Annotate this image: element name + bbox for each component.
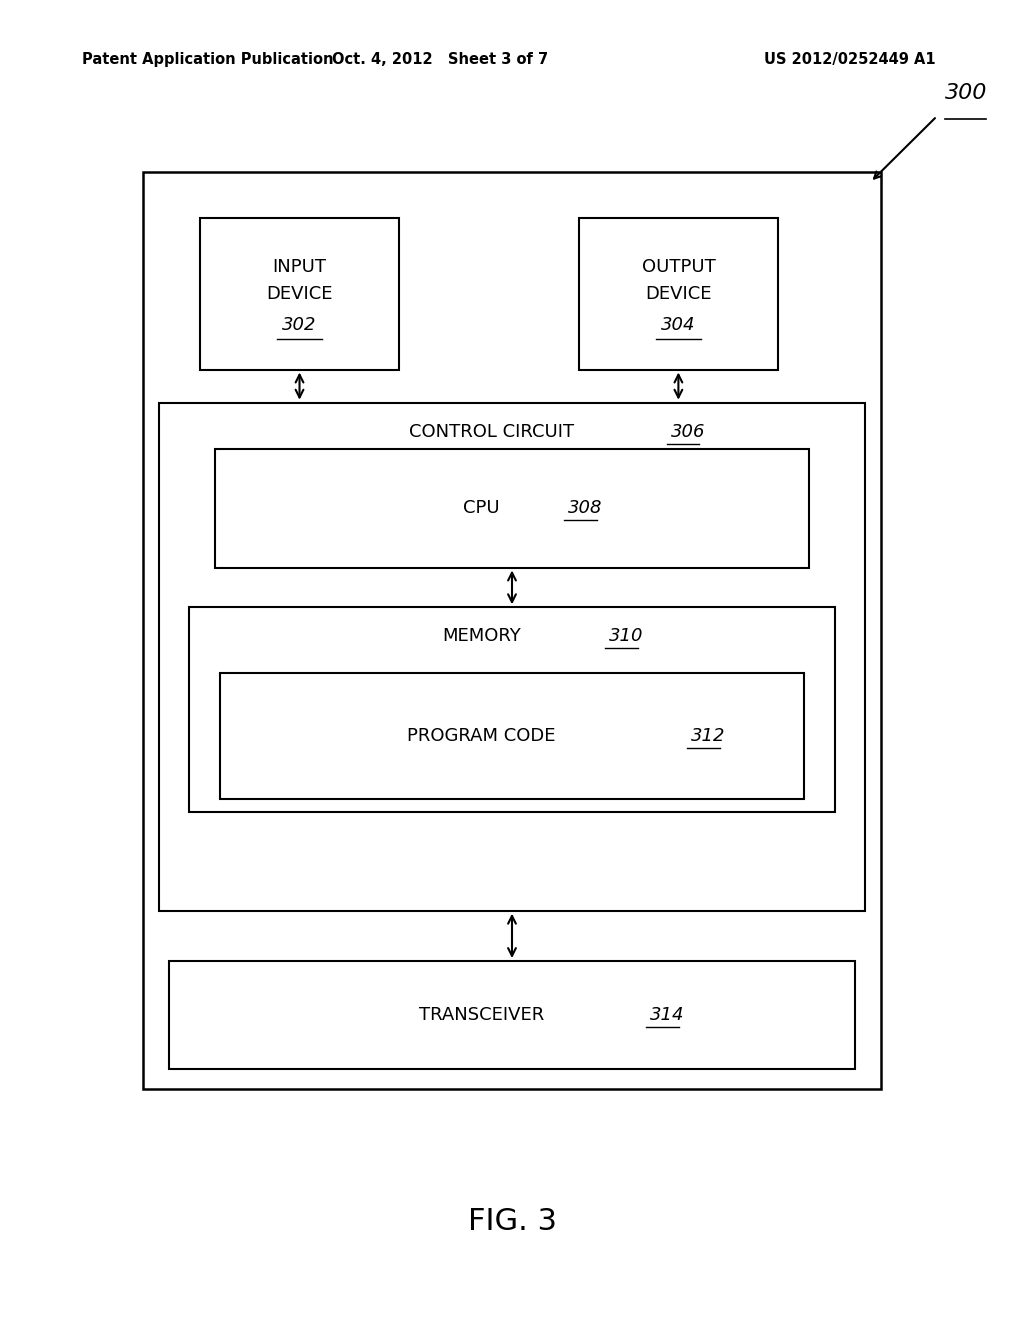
Bar xyxy=(215,449,809,568)
Bar xyxy=(189,607,835,812)
Text: CPU: CPU xyxy=(463,499,500,517)
Text: DEVICE: DEVICE xyxy=(266,285,333,302)
Text: MEMORY: MEMORY xyxy=(442,627,520,645)
Bar xyxy=(220,673,804,799)
Text: 306: 306 xyxy=(671,422,706,441)
Text: INPUT: INPUT xyxy=(272,259,327,276)
Text: PROGRAM CODE: PROGRAM CODE xyxy=(407,727,556,744)
Text: CONTROL CIRCUIT: CONTROL CIRCUIT xyxy=(409,422,574,441)
Bar xyxy=(159,403,865,911)
Bar xyxy=(143,172,881,1089)
Text: US 2012/0252449 A1: US 2012/0252449 A1 xyxy=(764,51,936,67)
Text: 314: 314 xyxy=(650,1006,685,1024)
Text: OUTPUT: OUTPUT xyxy=(641,259,716,276)
Text: Oct. 4, 2012   Sheet 3 of 7: Oct. 4, 2012 Sheet 3 of 7 xyxy=(332,51,549,67)
Text: 312: 312 xyxy=(691,727,726,744)
Text: 310: 310 xyxy=(609,627,644,645)
Text: 302: 302 xyxy=(283,317,316,334)
Bar xyxy=(200,218,399,370)
Text: FIG. 3: FIG. 3 xyxy=(468,1206,556,1236)
Text: DEVICE: DEVICE xyxy=(645,285,712,302)
Text: 304: 304 xyxy=(662,317,695,334)
Text: TRANSCEIVER: TRANSCEIVER xyxy=(419,1006,544,1024)
Text: Patent Application Publication: Patent Application Publication xyxy=(82,51,334,67)
Text: 300: 300 xyxy=(945,83,987,103)
Bar xyxy=(579,218,778,370)
Text: 308: 308 xyxy=(568,499,603,517)
Bar xyxy=(169,961,855,1069)
